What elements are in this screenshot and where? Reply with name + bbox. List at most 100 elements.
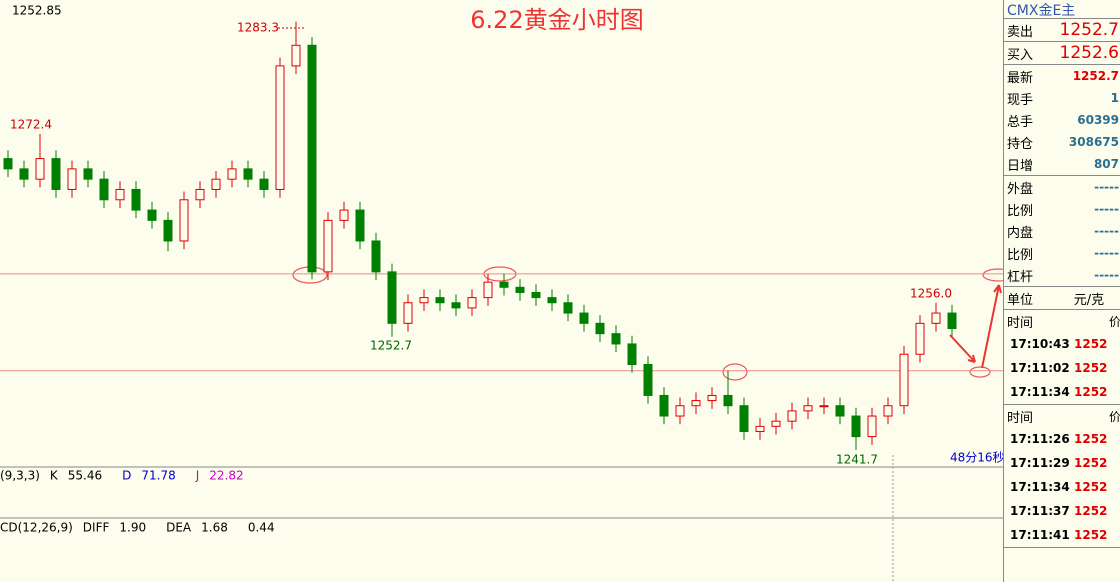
quote-cell: 1252: [1074, 432, 1108, 446]
candle-body: [211, 178, 221, 190]
candle-body: [3, 158, 13, 170]
quote-cell: 内盘: [1007, 225, 1034, 241]
quote-row: 17:11:34 1252: [1004, 475, 1120, 499]
candle-body: [531, 291, 541, 299]
indicator-label: DIFF: [83, 521, 110, 535]
candle-body: [947, 312, 957, 329]
candle-body: [147, 209, 157, 221]
quote-cell: 17:11:02: [1010, 361, 1070, 375]
indicator-label: K: [50, 469, 59, 483]
quote-row: 单位 元/克: [1004, 287, 1120, 310]
quote-cell: 单位: [1007, 292, 1034, 308]
candle-body: [835, 405, 845, 417]
quote-cell: 807: [1093, 157, 1119, 171]
quote-cell: 17:11:26: [1010, 432, 1070, 446]
quote-cell: 时间: [1007, 410, 1034, 426]
candle-body: [579, 312, 589, 324]
quote-cell: 17:11:34: [1010, 385, 1070, 399]
quote-cell: 17:11:34: [1010, 480, 1070, 494]
quote-cell: 日增: [1007, 158, 1034, 174]
candle-body: [83, 168, 93, 180]
indicator-value: 1.90: [119, 521, 146, 535]
candle-body: [195, 188, 205, 201]
candle-body: [547, 297, 557, 304]
quote-row: 买入 1252.6: [1004, 42, 1120, 65]
quote-row: 内盘 -----: [1004, 220, 1120, 242]
quote-cell: 1252: [1074, 504, 1108, 518]
candle-body: [707, 394, 717, 402]
candle-body: [179, 199, 189, 242]
quote-cell: 现手: [1007, 92, 1034, 108]
quote-cell: 1252.7: [1072, 69, 1119, 83]
quote-cell: 比例: [1007, 247, 1034, 263]
quote-row: 17:11:37 1252: [1004, 499, 1120, 523]
candle-body: [19, 168, 29, 180]
indicator-value: 55.46: [68, 469, 102, 483]
quote-cell: 17:10:43: [1010, 337, 1070, 351]
quote-cell: 杠杆: [1007, 269, 1034, 285]
quote-cell: -----: [1094, 202, 1119, 216]
quote-rows: 卖出 1252.7 买入 1252.6 最新 1252.7 现手 1 总手 60399 持仓 3086…: [1004, 19, 1120, 548]
quote-cell: 元/克: [1073, 292, 1105, 308]
candle-body: [563, 302, 573, 314]
candle-body: [483, 281, 493, 299]
quote-cell: 1252: [1074, 385, 1108, 399]
candle-body: [355, 209, 365, 242]
candle-body: [451, 302, 461, 309]
candle-body: [403, 302, 413, 324]
candle-body: [867, 415, 877, 438]
candle-body: [899, 353, 909, 407]
quote-cell: 1252: [1074, 337, 1108, 351]
quote-row: 最新 1252.7: [1004, 65, 1120, 87]
candle-body: [67, 168, 77, 190]
annotation: 1272.4: [10, 118, 52, 132]
quote-cell: 1252.7: [1059, 20, 1119, 40]
candle-body: [787, 410, 797, 422]
quote-row: 日增 807: [1004, 153, 1120, 176]
quote-cell: 1252: [1074, 528, 1108, 542]
quote-row: 持仓 308675: [1004, 131, 1120, 153]
quote-row: 卖出 1252.7: [1004, 19, 1120, 42]
indicator-name: (9,3,3): [0, 469, 40, 483]
quote-row: 17:11:34 1252: [1004, 380, 1120, 405]
indicator-value: 0.44: [248, 521, 275, 535]
candle-body: [931, 312, 941, 324]
quote-row: 杠杆 -----: [1004, 264, 1120, 287]
quote-cell: 1252.6: [1059, 43, 1119, 63]
indicator-value: 71.78: [141, 469, 175, 483]
candle-body: [387, 271, 397, 324]
candle-body: [915, 322, 925, 355]
candle-body: [99, 178, 109, 201]
candle-body: [339, 209, 349, 221]
quote-cell: 买入: [1007, 47, 1034, 63]
candle-body: [51, 158, 61, 190]
quote-header: CMX金E主: [1004, 0, 1120, 19]
candle-body: [115, 188, 125, 201]
candle-body: [467, 297, 477, 309]
quote-row: 时间 价: [1004, 310, 1120, 332]
annotation: 1252.7: [370, 339, 412, 353]
candle-body: [819, 405, 829, 408]
chart-title: 6.22黄金小时图: [470, 6, 643, 34]
quote-cell: 外盘: [1007, 181, 1034, 197]
quote-cell: 持仓: [1007, 136, 1034, 152]
candle-body: [499, 281, 509, 288]
candle-body: [595, 322, 605, 335]
indicator-value: 22.82: [209, 469, 243, 483]
candle-body: [35, 158, 45, 180]
quote-cell: 17:11:41: [1010, 528, 1070, 542]
quote-cell: -----: [1094, 224, 1119, 238]
candle-body: [675, 405, 685, 417]
candle-body: [803, 405, 813, 412]
candle-body: [163, 219, 173, 242]
quote-cell: 308675: [1068, 135, 1119, 149]
quote-cell: -----: [1094, 268, 1119, 282]
quote-row: 17:11:29 1252: [1004, 451, 1120, 475]
quote-row: 17:10:43 1252: [1004, 332, 1120, 356]
chart: 1252.85 6.22黄金小时图 1283.3 1272.4 1252.7 1…: [0, 4, 1003, 582]
candle-body: [883, 405, 893, 417]
quote-row: 17:11:41 1252: [1004, 523, 1120, 548]
price-label: 1252.85: [12, 4, 62, 18]
indicator-label: J: [195, 469, 200, 483]
